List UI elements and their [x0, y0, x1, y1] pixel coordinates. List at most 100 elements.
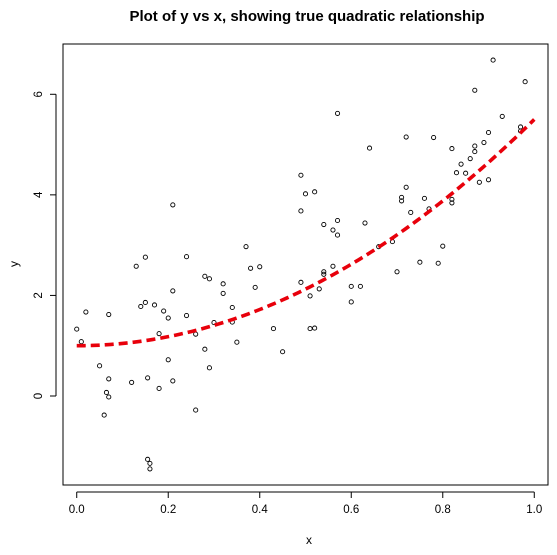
y-tick-label: 4: [33, 191, 45, 198]
y-tick-label: 0: [33, 393, 45, 399]
data-point: [106, 394, 112, 400]
data-point: [165, 357, 171, 363]
data-point: [280, 349, 286, 355]
data-point: [449, 200, 455, 206]
data-point: [298, 208, 304, 214]
data-point: [145, 456, 151, 462]
data-point: [145, 375, 151, 381]
data-point: [270, 326, 277, 332]
data-point: [334, 217, 341, 224]
x-tick-label: 0.2: [160, 504, 176, 516]
plot-frame: [62, 43, 549, 486]
data-point: [367, 145, 373, 151]
data-point: [156, 385, 162, 392]
data-point: [435, 260, 441, 266]
data-point: [467, 156, 473, 162]
data-point: [321, 221, 327, 228]
data-point: [170, 202, 176, 208]
data-point: [142, 254, 148, 260]
chart-title: Plot of y vs x, showing true quadratic r…: [129, 8, 484, 25]
data-point: [147, 460, 153, 466]
data-point: [161, 308, 167, 314]
data-point: [399, 198, 405, 204]
data-point: [449, 196, 455, 202]
x-axis: 0.0 0.2 0.4 0.6 0.8 1.0: [69, 491, 542, 516]
data-point: [202, 346, 208, 352]
data-point: [394, 269, 400, 275]
data-point: [202, 273, 208, 279]
data-point: [472, 143, 478, 149]
data-point: [485, 177, 492, 183]
y-tick-label: 6: [33, 91, 45, 97]
data-point: [133, 263, 139, 269]
x-axis-label: x: [306, 533, 312, 547]
data-point: [472, 149, 478, 155]
y-axis: 0 2 4 6: [33, 91, 57, 399]
data-point: [83, 309, 89, 315]
data-point: [440, 243, 446, 249]
y-axis-label: y: [7, 261, 21, 267]
data-point: [453, 170, 460, 176]
data-point: [316, 286, 322, 292]
data-point: [220, 281, 226, 287]
data-point: [101, 412, 107, 418]
data-point: [403, 134, 409, 140]
data-point: [499, 113, 505, 119]
x-tick-label: 1.0: [526, 504, 542, 516]
data-points: [74, 57, 528, 472]
x-tick-label: 0.4: [252, 504, 269, 516]
data-point: [362, 220, 368, 226]
data-point: [142, 299, 148, 306]
data-point: [408, 209, 414, 216]
data-point: [463, 170, 469, 176]
data-point: [330, 263, 336, 269]
data-point: [193, 407, 199, 413]
data-point: [206, 276, 212, 282]
data-point: [399, 194, 405, 200]
data-point: [170, 288, 176, 294]
data-point: [312, 189, 318, 195]
data-point: [431, 134, 437, 141]
data-point: [490, 57, 496, 63]
data-point: [103, 389, 110, 396]
data-point: [183, 312, 190, 319]
data-point: [298, 172, 304, 178]
data-point: [485, 129, 492, 136]
data-point: [234, 339, 240, 345]
data-point: [151, 302, 158, 308]
data-point: [106, 311, 112, 318]
data-point: [298, 279, 304, 285]
data-point: [307, 293, 313, 299]
data-point: [481, 140, 487, 146]
x-tick-label: 0.6: [343, 504, 359, 516]
data-point: [476, 179, 482, 185]
data-point: [78, 339, 84, 345]
data-point: [321, 269, 327, 275]
data-point: [348, 299, 354, 305]
true-curve-layer: [76, 118, 536, 348]
data-point: [156, 331, 162, 337]
x-tick-label: 0.0: [69, 504, 85, 516]
data-point: [106, 376, 112, 382]
data-point: [165, 315, 171, 321]
data-point: [138, 303, 144, 310]
data-point: [472, 87, 478, 93]
data-point: [257, 264, 263, 270]
data-point: [449, 146, 455, 152]
data-point: [74, 326, 80, 332]
data-point: [321, 271, 327, 277]
data-point: [458, 161, 464, 167]
data-point: [522, 79, 528, 85]
data-point: [417, 259, 423, 265]
data-point: [312, 325, 318, 331]
x-tick-label: 0.8: [435, 504, 451, 516]
data-point: [421, 195, 428, 201]
y-tick-label: 2: [33, 292, 45, 298]
data-point: [183, 254, 190, 260]
data-point: [302, 191, 309, 197]
data-point: [403, 184, 409, 190]
data-point: [357, 283, 363, 289]
data-point: [348, 283, 354, 289]
data-point: [220, 290, 226, 296]
data-point: [229, 304, 235, 311]
